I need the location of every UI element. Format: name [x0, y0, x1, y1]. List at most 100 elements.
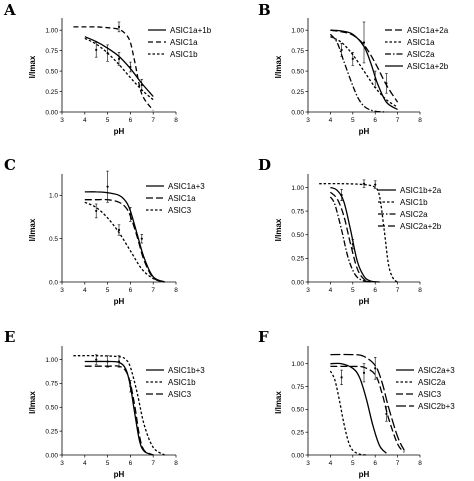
legend-entry: ASIC1b	[170, 50, 198, 59]
legend-entry: ASIC1a+3	[168, 182, 205, 191]
x-tick-label: 3	[306, 460, 310, 467]
y-axis-label: I/Imax	[274, 218, 283, 241]
series-line-2	[330, 36, 398, 108]
data-point	[362, 41, 366, 44]
legend-entry: ASIC1a	[407, 38, 435, 47]
y-axis-label: I/Imax	[274, 55, 283, 78]
y-tick-label: 0.75	[291, 384, 304, 391]
y-tick-label: 1.0	[49, 193, 58, 200]
data-point	[95, 358, 98, 361]
data-point	[374, 367, 377, 370]
legend: ASIC1a+3 ASIC1a ASIC3	[146, 182, 205, 215]
series-line-4	[329, 191, 371, 283]
y-tick-label: 0.25	[45, 89, 58, 96]
y-tick-label: 0.00	[291, 279, 304, 286]
y-tick-label: 0.50	[291, 407, 304, 414]
x-tick-label: 6	[373, 287, 377, 294]
legend-entry: ASIC1b	[168, 378, 196, 387]
data-point	[351, 57, 354, 60]
y-tick-label: 0.75	[45, 381, 58, 388]
panel-d: D 3 4 5 6 7 8 0.00 0.25 0.50 0.75 1.00 pH I/Imax ASIC1…	[258, 156, 442, 306]
y-tick-label: 0.0	[49, 279, 58, 286]
y-tick-label: 0.50	[45, 68, 58, 75]
legend-entry: ASIC2a	[418, 378, 446, 387]
series-line-1	[330, 186, 380, 283]
series-line-3	[329, 33, 387, 113]
data-point	[385, 82, 388, 85]
y-tick-label: 0.00	[45, 109, 58, 116]
panel-f: F 3 4 5 6 7 8 0.00 0.25 0.50 0.75 1.00 pH I/Imax ASIC2…	[258, 328, 455, 479]
x-axis-label: pH	[359, 297, 370, 306]
series-line-1	[84, 191, 165, 283]
data-point	[374, 183, 377, 186]
panel-e: E 3 4 5 6 7 8 0.00 0.25 0.50 0.75 1.00 pH I/Imax ASIC1…	[4, 328, 205, 479]
legend-entry: ASIC2a	[407, 50, 435, 59]
y-axis-label: I/Imax	[274, 391, 283, 414]
legend-entry: ASIC1a+1b	[170, 26, 212, 35]
data-point	[106, 360, 109, 363]
series-line-3	[84, 365, 154, 456]
x-axis-label: pH	[359, 470, 370, 479]
data-point	[340, 193, 343, 197]
y-axis-label: I/Imax	[28, 55, 37, 78]
series-line-2	[84, 198, 165, 283]
x-tick-label: 3	[306, 117, 310, 124]
y-tick-label: 1.00	[45, 27, 58, 34]
x-tick-label: 8	[418, 460, 422, 467]
legend-entry: ASIC1b+3	[168, 366, 205, 375]
legend-entry: ASIC1a	[168, 194, 196, 203]
x-tick-label: 7	[396, 460, 400, 467]
series-line-1	[330, 362, 387, 454]
data-point	[340, 48, 343, 51]
y-tick-label: 0.75	[45, 48, 58, 55]
panel-letter: B	[258, 1, 271, 19]
x-tick-label: 4	[83, 287, 87, 294]
x-tick-label: 8	[418, 117, 422, 124]
legend-entry: ASIC2a	[400, 210, 428, 219]
x-tick-label: 5	[351, 287, 355, 294]
legend: ASIC2a+3 ASIC2a ASIC3 ASIC2b+3	[396, 366, 455, 411]
legend: ASIC1b+3 ASIC1b ASIC3	[146, 366, 205, 399]
data-point	[362, 182, 366, 185]
legend: ASIC1b+2a ASIC1b ASIC2a ASIC2a+2b	[378, 186, 442, 231]
x-tick-label: 7	[396, 287, 400, 294]
data-point	[351, 243, 354, 246]
legend-entry: ASIC1a+2b	[407, 62, 449, 71]
x-tick-label: 3	[306, 287, 310, 294]
data-point	[117, 25, 121, 29]
legend: ASIC1a+2a ASIC1a ASIC2a ASIC1a+2b	[385, 26, 449, 71]
panel-c: C3 4 5 6 7 80.00.51.0pHI/ImaxASIC1a+3ASIC1aAS…	[4, 156, 205, 306]
data-point	[129, 213, 132, 216]
x-tick-label: 3	[60, 287, 64, 294]
legend-entry: ASIC1b+2a	[400, 186, 442, 195]
x-tick-label: 8	[174, 287, 178, 294]
legend-entry: ASIC3	[168, 206, 192, 215]
x-axis-label: pH	[114, 127, 125, 136]
x-tick-label: 3	[60, 117, 64, 124]
x-tick-label: 7	[151, 287, 155, 294]
panel-letter: A	[3, 1, 16, 19]
x-tick-label: 6	[129, 117, 133, 124]
data-point	[129, 385, 132, 388]
x-tick-label: 5	[351, 460, 355, 467]
panel-letter: C	[4, 156, 16, 174]
y-tick-label: 0.25	[291, 256, 304, 263]
legend-entry: ASIC1a	[170, 38, 198, 47]
x-axis-label: pH	[359, 127, 370, 136]
series-line-2	[319, 182, 399, 283]
series-line-1	[84, 36, 154, 97]
panel-letter: F	[258, 328, 269, 346]
data-point	[140, 83, 143, 87]
data-point	[106, 185, 109, 188]
y-tick-label: 1.00	[291, 361, 304, 368]
x-tick-label: 5	[106, 117, 110, 124]
x-tick-label: 7	[151, 460, 155, 467]
series-line-2	[329, 370, 367, 456]
y-tick-label: 1.00	[45, 357, 58, 364]
x-tick-label: 4	[329, 287, 333, 294]
x-tick-label: 5	[351, 117, 355, 124]
x-tick-label: 7	[151, 117, 155, 124]
y-tick-label: 0.75	[291, 48, 304, 55]
x-tick-label: 5	[106, 460, 110, 467]
x-tick-label: 4	[83, 117, 87, 124]
